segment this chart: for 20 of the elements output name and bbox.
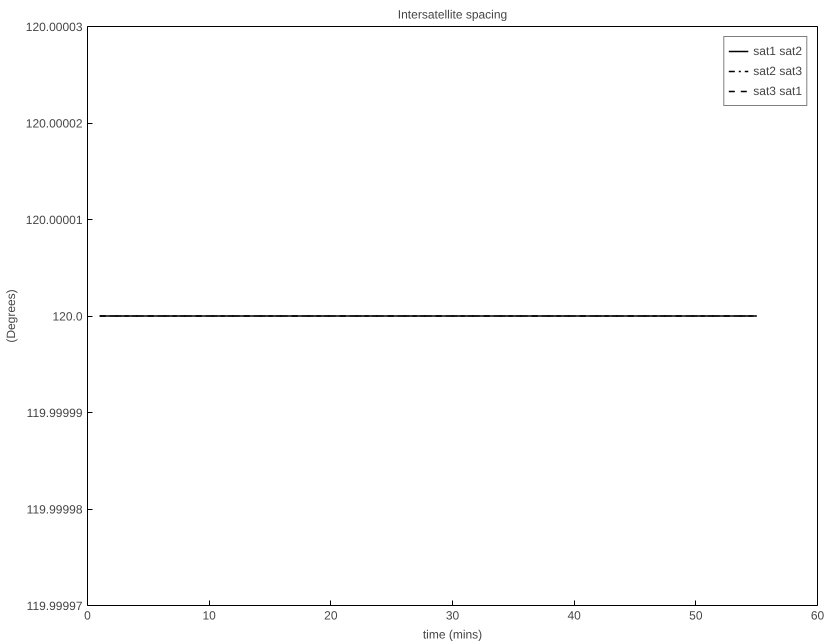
legend-label: sat1 sat2 [753,44,802,58]
x-tick-label: 20 [324,608,338,622]
x-tick-label: 60 [810,608,824,622]
x-tick-label: 50 [689,608,703,622]
x-tick-label: 40 [567,608,582,622]
y-tick-label: 120.0 [52,310,83,324]
x-axis-title: time (mins) [422,628,482,642]
legend-label: sat2 sat3 [753,64,802,78]
y-tick-label: 120.00002 [26,116,83,130]
legend-label: sat3 sat1 [753,84,802,98]
chart-title: Intersatellite spacing [398,8,508,22]
y-tick-label: 120.00001 [26,213,83,227]
y-tick-label: 119.99997 [26,599,83,613]
y-tick-label: 119.99999 [26,406,83,420]
y-tick-label: 120.00003 [26,20,83,34]
x-tick-label: 30 [446,608,460,622]
x-tick-label: 10 [202,608,216,622]
x-tick-label: 0 [84,608,92,622]
y-axis-title: (Degrees) [4,289,18,343]
y-tick-label: 119.99998 [26,502,83,516]
